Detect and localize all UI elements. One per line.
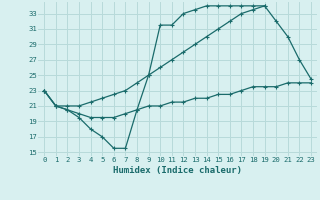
X-axis label: Humidex (Indice chaleur): Humidex (Indice chaleur) — [113, 166, 242, 175]
